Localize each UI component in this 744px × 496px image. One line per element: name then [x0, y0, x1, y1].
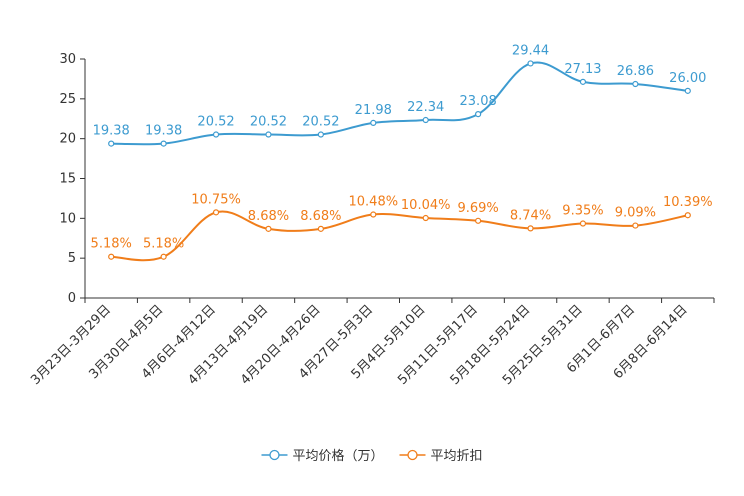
data-label: 9.35% — [562, 204, 603, 219]
data-label: 29.44 — [512, 43, 549, 58]
data-label: 5.18% — [91, 237, 132, 252]
legend[interactable]: 平均价格（万） 平均折扣 — [261, 448, 483, 464]
data-label: 21.98 — [355, 103, 392, 118]
data-label: 10.75% — [191, 192, 241, 207]
data-point[interactable] — [527, 225, 534, 232]
y-tick-label: 5 — [68, 251, 76, 266]
data-point[interactable] — [108, 253, 115, 260]
data-point[interactable] — [579, 220, 587, 227]
data-point[interactable] — [684, 212, 691, 219]
data-point[interactable] — [579, 78, 587, 85]
data-point[interactable] — [475, 217, 482, 224]
data-point[interactable] — [265, 131, 272, 138]
y-tick-label: 25 — [59, 92, 76, 107]
y-tick-label: 0 — [68, 291, 76, 306]
data-point[interactable] — [317, 131, 324, 138]
data-point[interactable] — [475, 111, 482, 118]
legend-marker-icon — [407, 449, 418, 461]
data-point[interactable] — [370, 119, 377, 126]
data-label: 20.52 — [250, 115, 287, 130]
data-point[interactable] — [160, 140, 167, 147]
data-label: 20.52 — [302, 115, 339, 130]
series-2: 5.18% 5.18% 10.75% 8.68% 8.68% 10.48% 10.04% 9.… — [91, 192, 713, 262]
data-label: 10.48% — [349, 195, 399, 210]
legend-marker-icon — [269, 449, 280, 461]
data-label: 26.00 — [669, 71, 706, 86]
series-layer: 19.38 19.38 20.52 20.52 20.52 21.98 22.34 23.08… — [91, 43, 713, 262]
data-label: 9.69% — [457, 201, 498, 216]
data-point[interactable] — [422, 116, 429, 124]
legend-label: 平均折扣 — [431, 449, 483, 464]
legend-item-1[interactable]: 平均价格（万） — [261, 448, 384, 464]
data-point[interactable] — [632, 80, 639, 88]
data-point[interactable] — [632, 222, 639, 229]
data-label: 8.68% — [248, 209, 289, 224]
data-label: 8.68% — [300, 209, 341, 224]
data-label: 27.13 — [564, 62, 601, 77]
data-label: 19.38 — [93, 124, 130, 139]
data-label: 20.52 — [197, 115, 234, 130]
y-tick-label: 20 — [59, 132, 76, 147]
data-point[interactable] — [527, 60, 534, 67]
series-line — [111, 210, 688, 262]
data-label: 19.38 — [145, 124, 182, 139]
data-point[interactable] — [212, 131, 220, 138]
data-point[interactable] — [160, 253, 167, 260]
data-label: 10.04% — [401, 198, 451, 213]
data-point[interactable] — [370, 211, 377, 218]
data-point[interactable] — [317, 225, 324, 232]
data-label: 10.39% — [663, 195, 713, 210]
legend-item-2[interactable]: 平均折扣 — [399, 449, 483, 464]
data-label: 8.74% — [510, 208, 551, 223]
series-1: 19.38 19.38 20.52 20.52 20.52 21.98 22.34 23.08… — [93, 43, 706, 147]
legend-label: 平均价格（万） — [292, 448, 383, 464]
y-tick-label: 10 — [59, 211, 76, 226]
data-label: 9.09% — [615, 206, 656, 221]
data-point[interactable] — [422, 214, 429, 222]
y-tick-label: 15 — [59, 172, 76, 187]
x-axis: 3月23日-3月29日3月30日-4月5日4月6日-4月12日4月13日-4月1… — [28, 297, 715, 388]
data-label: 5.18% — [143, 237, 184, 252]
data-point[interactable] — [108, 140, 115, 147]
data-label: 22.34 — [407, 100, 444, 115]
data-point[interactable] — [684, 87, 691, 94]
data-point[interactable] — [212, 209, 220, 216]
data-point[interactable] — [265, 225, 272, 232]
data-label: 26.86 — [617, 64, 654, 79]
y-tick-label: 30 — [59, 52, 76, 67]
data-label: 23.08 — [460, 94, 497, 109]
y-axis: 0 5 10 15 20 25 30 — [59, 52, 86, 306]
